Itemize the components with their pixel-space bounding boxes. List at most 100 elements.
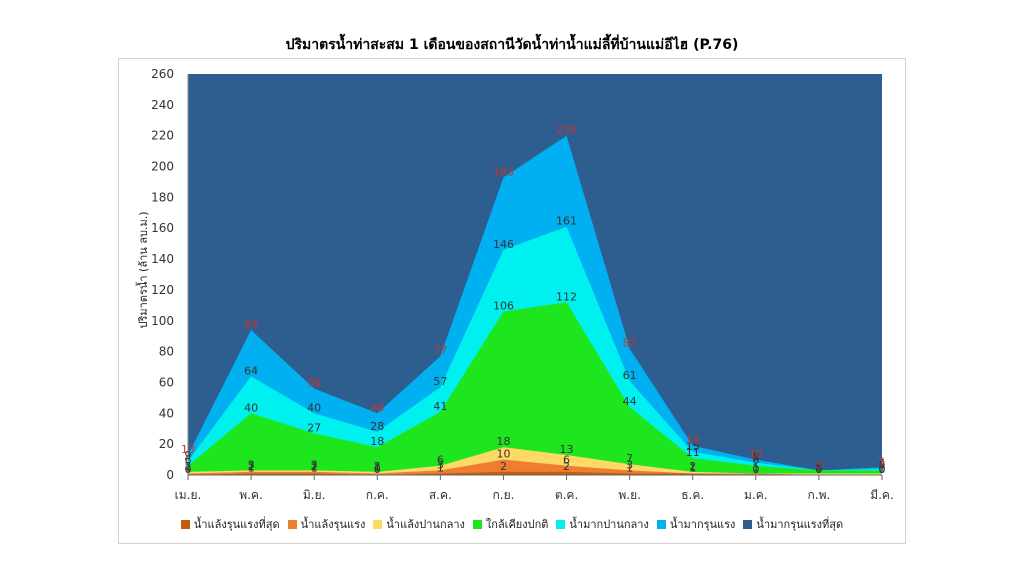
data-label-series-4: 4	[879, 457, 886, 470]
data-label-series-5: 193	[493, 165, 514, 178]
y-tick-label: 80	[159, 345, 174, 359]
data-label-series-3: 3	[879, 458, 886, 471]
data-label-series-4: 3	[815, 458, 822, 471]
area-series-0	[188, 471, 882, 475]
data-label-series-5: 13	[181, 443, 195, 456]
data-label-series-0: 2	[563, 460, 570, 473]
data-label-series-0: 2	[500, 460, 507, 473]
legend-label: น้ำมากรุนแรง	[669, 518, 736, 531]
legend-swatch	[287, 520, 297, 529]
y-tick-label: 120	[151, 283, 174, 297]
x-tick-label: ธ.ค.	[681, 488, 704, 502]
data-label-series-1: 1	[689, 461, 696, 474]
data-label-series-4: 146	[493, 238, 514, 251]
data-label-series-2: 1	[815, 461, 822, 474]
data-label-series-1: 6	[563, 454, 570, 467]
data-label-series-2: 7	[626, 452, 633, 465]
legend-item-6: น้ำมากรุนแรงที่สุด	[743, 515, 843, 533]
data-label-series-1: 2	[311, 460, 318, 473]
data-label-series-1: 2	[248, 460, 255, 473]
legend-swatch	[373, 520, 383, 529]
data-label-series-0: 0	[374, 463, 381, 476]
y-tick-label: 0	[166, 468, 174, 482]
area-layer	[188, 74, 882, 475]
data-label-series-2: 3	[248, 458, 255, 471]
y-tick-label: 240	[151, 98, 174, 112]
x-tick-label: ส.ค.	[429, 488, 452, 502]
data-label-series-0: 0	[879, 463, 886, 476]
legend-label: น้ำมากรุนแรงที่สุด	[756, 518, 844, 531]
chart-title: ปริมาตรน้ำท่าสะสม 1 เดือนของสถานีวัดน้ำท…	[285, 37, 739, 53]
data-label-series-4: 57	[433, 375, 447, 388]
data-label-series-4: 28	[370, 420, 384, 433]
data-label-series-0: 1	[689, 461, 696, 474]
data-label-series-3: 18	[370, 435, 384, 448]
data-label-series-3: 6	[185, 454, 192, 467]
y-tick-label: 200	[151, 160, 174, 174]
data-label-series-5: 77	[433, 344, 447, 357]
data-label-series-3: 106	[493, 300, 514, 313]
y-tick-label: 160	[151, 221, 174, 235]
data-label-series-4: 15	[686, 440, 700, 453]
legend-swatch	[556, 520, 566, 529]
y-tick-label: 100	[151, 314, 174, 328]
x-tick-label: เม.ย.	[175, 488, 202, 502]
data-label-series-2: 3	[311, 458, 318, 471]
data-label-series-2: 13	[560, 443, 574, 456]
data-label-series-3: 27	[307, 421, 321, 434]
legend-label: ใกล้เคียงปกติ	[485, 518, 549, 531]
data-label-series-1: 3	[626, 458, 633, 471]
legend: น้ำแล้งรุนแรงที่สุด น้ำแล้งรุนแรง น้ำแล้งป…	[118, 515, 906, 533]
data-label-series-3: 3	[815, 458, 822, 471]
data-label-series-3: 40	[244, 401, 258, 414]
area-series-1	[188, 459, 882, 475]
data-label-series-5: 10	[749, 448, 763, 461]
data-label-series-2: 18	[496, 435, 510, 448]
x-tick-label: ก.พ.	[808, 488, 831, 502]
legend-label: น้ำแล้งปานกลาง	[386, 518, 465, 531]
y-tick-label: 180	[151, 190, 174, 204]
data-label-series-3: 41	[433, 400, 447, 413]
legend-swatch	[472, 520, 482, 529]
data-label-series-2: 1	[879, 461, 886, 474]
data-label-series-2: 2	[185, 460, 192, 473]
legend-label: น้ำแล้งรุนแรงที่สุด	[193, 518, 280, 531]
data-label-series-2: 2	[689, 460, 696, 473]
legend-item-4: น้ำมากปานกลาง	[556, 515, 649, 533]
data-label-series-1: 1	[752, 461, 759, 474]
data-label-series-4: 161	[556, 215, 577, 228]
data-label-series-2: 1	[752, 461, 759, 474]
axes-layer: 020406080100120140160180200220240260เม.ย…	[151, 67, 894, 502]
legend-swatch	[656, 520, 666, 529]
x-tick-label: ม.ค.	[744, 488, 768, 502]
data-label-series-5: 94	[244, 318, 258, 331]
data-label-series-5: 3	[815, 458, 822, 471]
data-label-series-1: 10	[496, 448, 510, 461]
data-label-series-4: 64	[244, 364, 258, 377]
data-label-series-5: 220	[556, 124, 577, 137]
y-tick-label: 220	[151, 129, 174, 143]
data-label-series-0: 1	[626, 461, 633, 474]
legend-item-3: ใกล้เคียงปกติ	[472, 515, 549, 533]
data-label-series-1: 0	[879, 463, 886, 476]
legend-item-5: น้ำมากรุนแรง	[656, 515, 736, 533]
area-series-2	[188, 447, 882, 475]
data-label-series-0: 1	[437, 461, 444, 474]
x-tick-label: มี.ค.	[870, 488, 894, 502]
data-label-series-5: 40	[370, 401, 384, 414]
data-label-series-5: 56	[307, 377, 321, 390]
x-tick-label: ก.ค.	[366, 488, 389, 502]
data-label-series-4: 8	[752, 451, 759, 464]
legend-swatch	[743, 520, 753, 529]
x-tick-label: พ.ย.	[618, 488, 641, 502]
data-label-series-3: 112	[556, 290, 577, 303]
x-tick-label: ก.ย.	[492, 488, 514, 502]
data-label-series-3: 6	[752, 454, 759, 467]
y-tick-label: 140	[151, 252, 174, 266]
data-label-series-5: 82	[623, 337, 637, 350]
data-label-series-5: 5	[879, 455, 886, 468]
legend-item-0: น้ำแล้งรุนแรงที่สุด	[180, 515, 280, 533]
data-label-series-0: 0	[815, 463, 822, 476]
x-tick-label: มิ.ย.	[303, 488, 326, 502]
